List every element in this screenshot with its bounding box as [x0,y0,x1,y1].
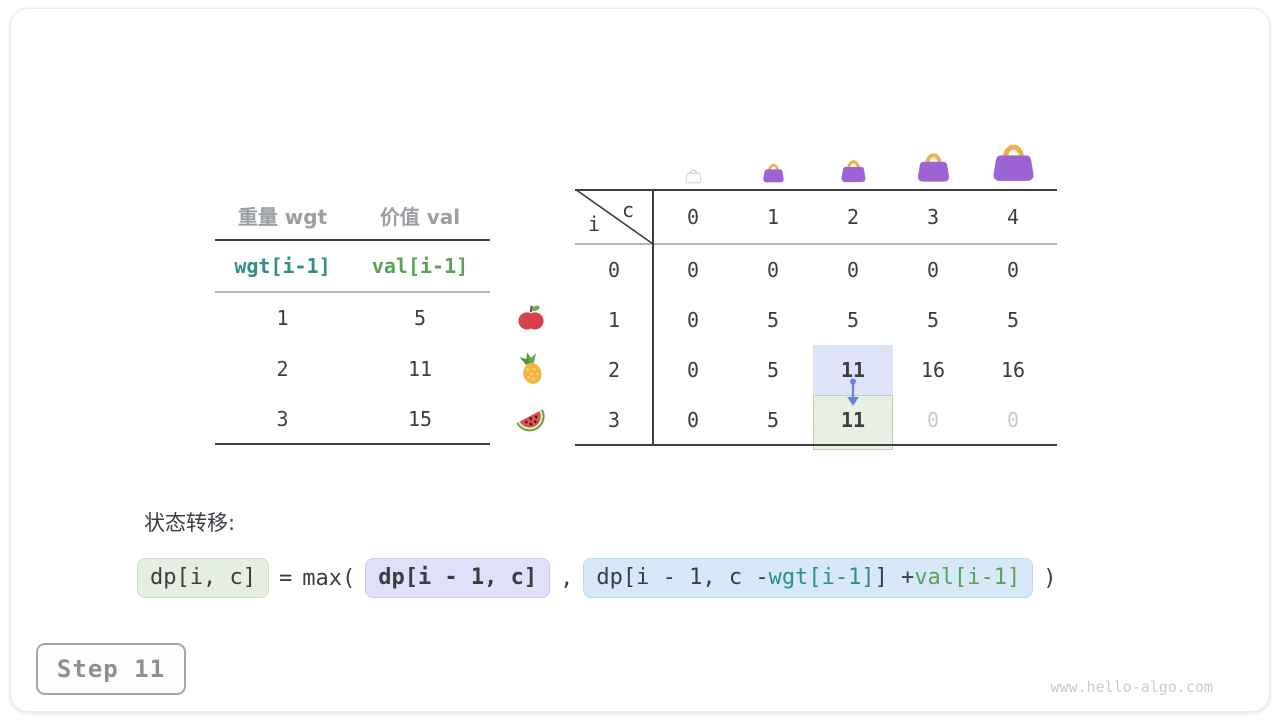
state-transition-label: 状态转移: [144,511,236,535]
dp-cell: 5 [766,358,780,382]
ghost-bag-icon [685,167,702,184]
dp-cell: 16 [920,358,946,382]
items-wgt-cell: 3 [276,407,289,431]
items-wgt-cell: 1 [276,306,289,330]
dp-corner-row-label: i [587,212,601,236]
step-badge: Step 11 [36,643,186,695]
transition-arrow [843,377,863,409]
dp-cell: 11 [840,358,866,382]
watermelon-icon [513,401,549,437]
dp-col-header: 4 [1006,204,1020,229]
bag-icon [991,139,1036,184]
dp-row-header: 3 [607,408,621,432]
items-header-rule [215,239,490,241]
items-index-rule [215,291,490,293]
items-bottom-rule [215,443,490,445]
items-col-header: 重量 wgt [237,204,328,229]
dp-row-header: 2 [607,358,621,382]
formula-chip-green: dp[i, c] [137,558,269,599]
formula-chip-blue: dp[i - 1, c - wgt[i-1]] + val[i-1] [583,558,1034,599]
dp-bottom-rule [575,444,1057,446]
dp-cell: 0 [926,408,940,432]
formula-text: , [560,565,574,591]
dp-col-header: 3 [926,204,940,229]
items-val-cell: 5 [413,306,427,330]
formula-chip-part: wgt[i-1] [768,565,875,590]
formula-chip-part: ] + [874,565,915,590]
dp-col-header: 2 [846,204,860,229]
dp-cell: 5 [766,408,780,432]
dp-cell: 0 [1006,258,1020,282]
bag-icon [916,149,951,184]
items-index-cell: wgt[i-1] [234,254,331,278]
formula-chip-part: dp[i - 1, c] [378,565,538,590]
dp-cell: 0 [1006,408,1020,432]
formula-chip-part: val[i-1] [914,565,1021,590]
watermark-url: www.hello-algo.com [1050,678,1213,696]
dp-cell: 16 [1000,358,1026,382]
dp-cell: 0 [686,258,700,282]
dp-vertical-rule [652,189,654,446]
dp-cell: 0 [766,258,780,282]
state-transition-formula: dp[i, c] = max( dp[i - 1, c], dp[i - 1, c - … [137,558,1057,599]
dp-cell: 5 [926,308,940,332]
items-val-cell: 11 [407,356,433,381]
bag-icon [762,161,785,184]
dp-header-rule [575,243,1057,245]
dp-cell: 0 [846,258,860,282]
dp-cell: 0 [926,258,940,282]
formula-text: ) [1043,565,1057,591]
items-index-cell: val[i-1] [371,254,469,278]
dp-corner-diagonal [574,188,654,245]
dp-cell: 0 [686,358,700,382]
dp-cell: 0 [686,408,700,432]
dp-row-header: 0 [607,258,621,282]
formula-chip-purple: dp[i - 1, c] [365,558,551,599]
dp-top-rule [575,189,1057,191]
dp-col-header: 0 [686,204,700,229]
dp-row-header: 1 [607,308,621,332]
formula-chip-part: dp[i, c] [150,565,256,590]
dp-corner-col-label: c [621,198,635,222]
apple-icon [516,303,546,333]
dp-cell: 0 [686,308,700,332]
items-col-header: 价值 val [379,204,461,229]
dp-cell: 5 [766,308,780,332]
formula-text: = [278,565,293,591]
formula-text: max( [302,565,356,591]
dp-col-header: 1 [766,204,780,229]
dp-cell: 5 [1006,308,1020,332]
formula-chip-part: dp[i - 1, c - [596,565,769,590]
bag-icon [840,157,867,184]
items-wgt-cell: 2 [276,356,289,381]
items-val-cell: 15 [407,407,433,431]
pineapple-icon [514,351,548,385]
dp-cell: 5 [846,308,860,332]
dp-cell: 11 [840,408,866,432]
step-badge-label: Step 11 [56,655,166,683]
